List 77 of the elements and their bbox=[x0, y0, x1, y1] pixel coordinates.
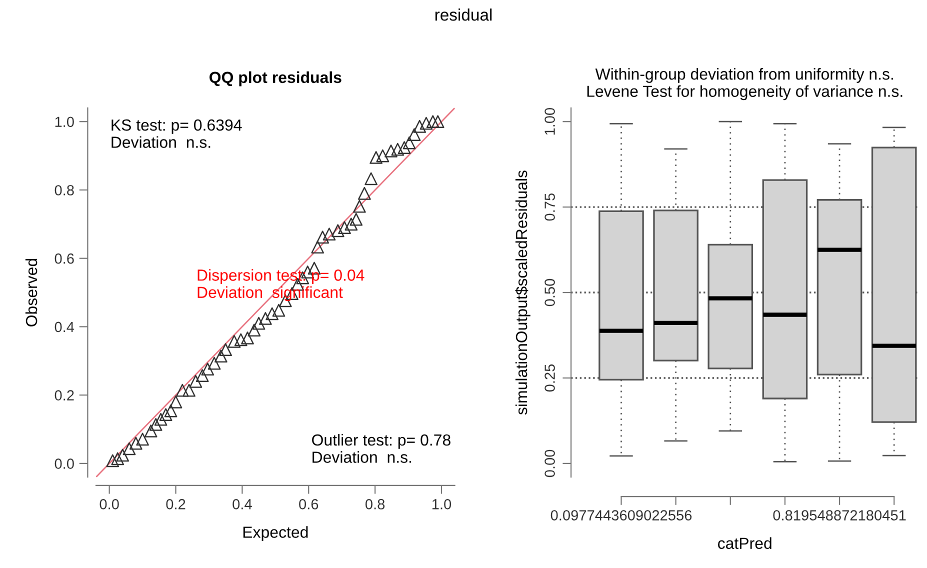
point bbox=[136, 432, 149, 446]
point bbox=[311, 240, 324, 254]
point bbox=[106, 454, 120, 468]
point bbox=[408, 128, 421, 142]
y-tick-label: 0.4 bbox=[54, 322, 74, 332]
x-axis-title: catPred bbox=[718, 537, 772, 549]
point bbox=[353, 200, 366, 213]
y-tick-label: 1.00 bbox=[544, 108, 555, 135]
point bbox=[228, 334, 241, 348]
point bbox=[234, 333, 248, 346]
point bbox=[252, 316, 266, 330]
point bbox=[149, 418, 162, 431]
point bbox=[159, 408, 172, 421]
y-tick-label: 0.25 bbox=[544, 364, 555, 392]
y-tick-label: 0.00 bbox=[544, 450, 555, 478]
point bbox=[241, 332, 254, 344]
point bbox=[344, 218, 358, 231]
x-tick-label: 0.8 bbox=[366, 499, 385, 510]
point bbox=[201, 362, 214, 376]
chart-title: Within-group deviation from uniformity n.s. Levene Test for homogeneity of variance n.s. bbox=[587, 68, 902, 100]
chart-title: QQ plot residuals bbox=[210, 71, 342, 86]
point bbox=[266, 307, 279, 320]
point bbox=[208, 356, 221, 370]
y-tick-label: 0.75 bbox=[544, 193, 555, 221]
point bbox=[129, 436, 142, 450]
point bbox=[376, 149, 390, 162]
point bbox=[358, 186, 371, 200]
point bbox=[391, 142, 404, 156]
x-tick-label: 0.819548872180451 bbox=[773, 510, 906, 520]
x-tick-label: 0.0977443609022556 bbox=[550, 510, 692, 520]
x-tick-label: 0.2 bbox=[166, 499, 186, 510]
x-tick-label: 0.6 bbox=[299, 499, 318, 510]
point bbox=[219, 343, 232, 356]
text: residual bbox=[435, 8, 492, 21]
y-tick-label: 0.2 bbox=[54, 390, 74, 401]
annotation: Outlier test: p= 0.78 Deviation n.s. bbox=[312, 434, 450, 463]
point bbox=[398, 141, 411, 154]
point bbox=[176, 384, 189, 397]
point bbox=[259, 312, 272, 325]
point bbox=[272, 304, 286, 317]
point bbox=[420, 116, 433, 130]
x-tick-label: 0.4 bbox=[232, 499, 252, 510]
point bbox=[431, 115, 444, 128]
point bbox=[338, 221, 351, 234]
point bbox=[189, 374, 202, 388]
point bbox=[316, 230, 330, 244]
point bbox=[182, 384, 196, 397]
point bbox=[370, 151, 382, 164]
y-tick-label: 0.50 bbox=[544, 278, 555, 306]
point bbox=[111, 452, 124, 466]
point bbox=[322, 228, 336, 240]
point bbox=[154, 412, 168, 426]
point bbox=[248, 324, 261, 337]
y-tick-label: 0.6 bbox=[54, 253, 74, 264]
y-axis-title: simulationOutput$scaledResiduals bbox=[515, 170, 530, 415]
point bbox=[402, 136, 416, 150]
x-tick-label: 1.0 bbox=[432, 499, 452, 510]
point bbox=[426, 115, 440, 128]
point bbox=[196, 369, 209, 382]
point bbox=[116, 448, 130, 462]
y-tick-label: 0.0 bbox=[54, 458, 74, 469]
point bbox=[144, 424, 158, 438]
point bbox=[384, 144, 398, 158]
point bbox=[164, 404, 178, 418]
x-tick-label: 0.0 bbox=[100, 499, 119, 510]
y-tick-label: 1.0 bbox=[55, 116, 74, 128]
point bbox=[122, 442, 136, 456]
point bbox=[214, 350, 228, 363]
point bbox=[350, 212, 363, 226]
y-tick-label: 0.8 bbox=[54, 185, 74, 196]
point bbox=[413, 120, 426, 133]
y-axis-title: Observed bbox=[25, 258, 38, 326]
point bbox=[169, 395, 182, 408]
x-axis-title: Expected bbox=[243, 526, 308, 542]
annotation: KS test: p= 0.6394 Deviation n.s. bbox=[112, 119, 242, 148]
point bbox=[331, 224, 344, 238]
point bbox=[364, 172, 378, 186]
